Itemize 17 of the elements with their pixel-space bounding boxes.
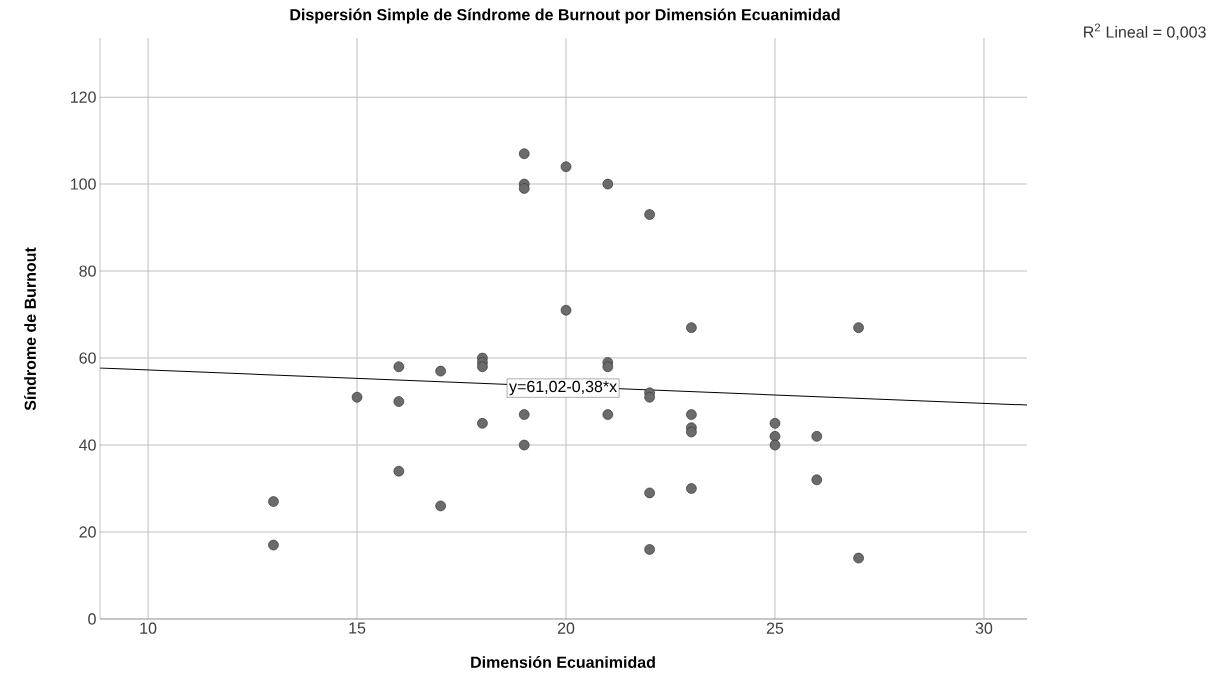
x-tick-label: 20 [557, 622, 575, 634]
x-tick-label: 10 [140, 622, 157, 634]
y-tick-label: 100 [71, 178, 96, 190]
y-tick-label: 20 [79, 526, 96, 538]
x-tick-label: 30 [975, 622, 993, 634]
y-tick-label: 40 [79, 439, 96, 451]
text: R$^{2}$ Lineal = 0,003 [1084, 23, 1206, 40]
annotation: y=61,02-0,38*x [509, 380, 617, 396]
y-tick-label: 0 [88, 613, 96, 625]
x-tick-label: 15 [349, 622, 366, 634]
y-axis-title: Síndrome de Burnout [24, 247, 36, 411]
y-tick-label: 80 [79, 265, 96, 277]
chart-title: Dispersión Simple de Síndrome de Burnout por Dimensión Ecuanimidad [290, 8, 840, 24]
y-tick-label: 60 [79, 352, 96, 364]
y-tick-label: 120 [71, 91, 96, 103]
x-axis-title: Dimensión Ecuanimidad [471, 656, 655, 668]
x-tick-label: 25 [766, 622, 784, 634]
